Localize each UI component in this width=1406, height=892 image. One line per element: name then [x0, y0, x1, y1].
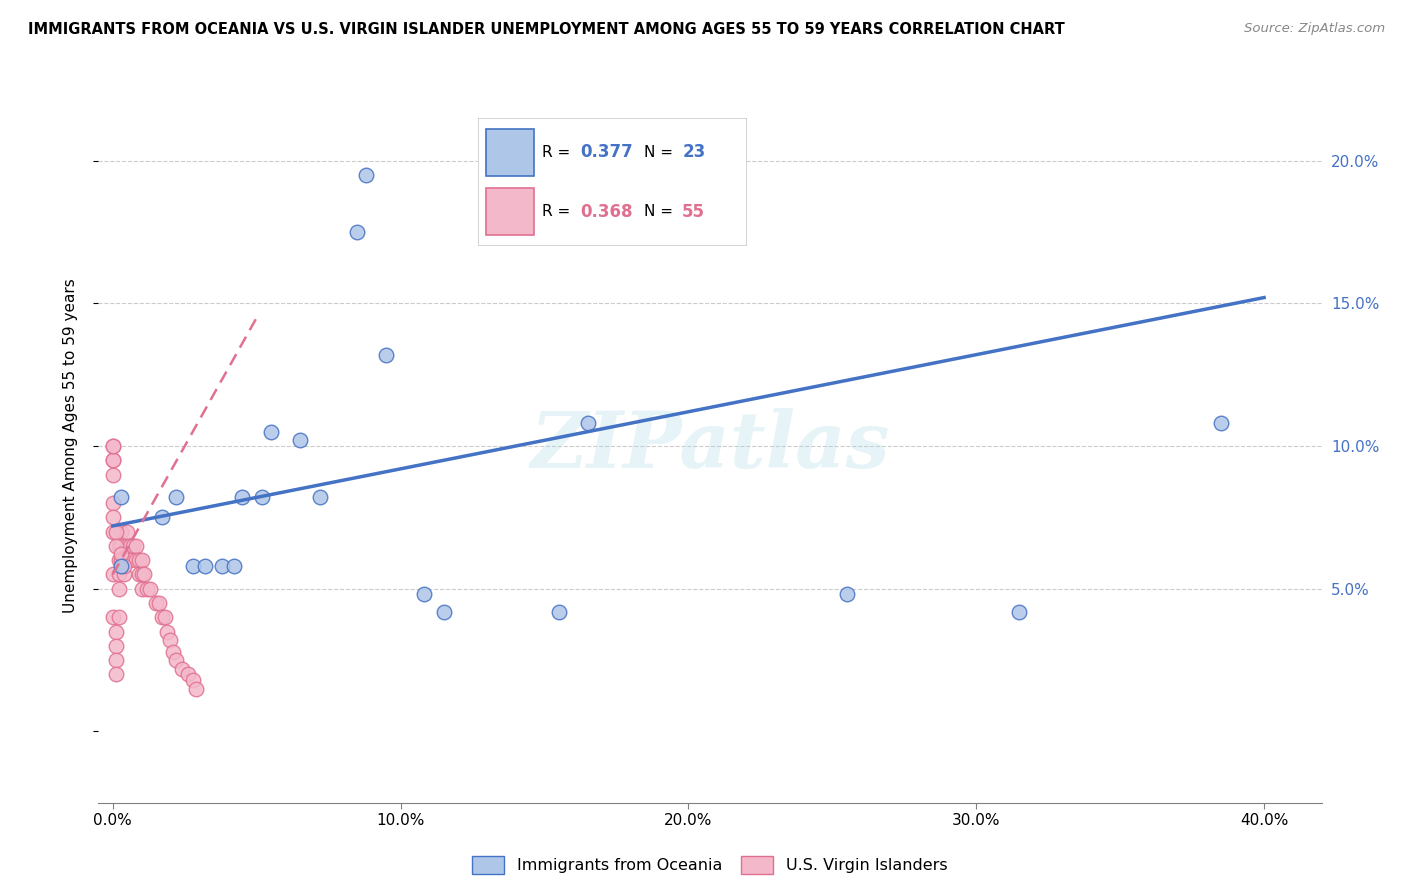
Point — [156, 624, 179, 639]
Point — [128, 567, 150, 582]
Point — [110, 548, 132, 562]
Point — [159, 633, 181, 648]
Point — [176, 667, 198, 681]
Point — [252, 491, 274, 505]
Point — [107, 567, 129, 582]
Point — [548, 605, 571, 619]
Point — [112, 553, 135, 567]
Text: IMMIGRANTS FROM OCEANIA VS U.S. VIRGIN ISLANDER UNEMPLOYMENT AMONG AGES 55 TO 59: IMMIGRANTS FROM OCEANIA VS U.S. VIRGIN I… — [28, 22, 1064, 37]
Point — [101, 524, 124, 539]
Point — [309, 491, 332, 505]
Point — [375, 348, 398, 362]
Text: ZIPatlas: ZIPatlas — [530, 408, 890, 484]
Point — [165, 653, 187, 667]
Point — [110, 524, 132, 539]
Point — [170, 662, 193, 676]
Point — [131, 553, 153, 567]
Point — [222, 558, 245, 573]
Point — [101, 439, 124, 453]
Point — [101, 467, 124, 482]
Point — [148, 596, 170, 610]
Point — [107, 539, 129, 553]
Point — [346, 225, 368, 239]
Point — [104, 653, 127, 667]
Point — [433, 605, 456, 619]
Point — [115, 524, 138, 539]
Point — [101, 510, 124, 524]
Point — [101, 453, 124, 467]
Point — [115, 539, 138, 553]
Point — [231, 491, 253, 505]
Point — [139, 582, 162, 596]
Point — [122, 539, 145, 553]
Point — [107, 610, 129, 624]
Point — [104, 639, 127, 653]
Point — [150, 510, 173, 524]
Point — [134, 567, 156, 582]
Point — [131, 582, 153, 596]
Point — [136, 582, 159, 596]
Point — [354, 168, 377, 182]
Point — [183, 558, 205, 573]
Point — [110, 491, 132, 505]
Point — [153, 610, 176, 624]
Text: Source: ZipAtlas.com: Source: ZipAtlas.com — [1244, 22, 1385, 36]
Point — [101, 496, 124, 510]
Point — [107, 582, 129, 596]
Point — [104, 667, 127, 681]
Point — [288, 434, 311, 448]
Point — [835, 587, 858, 601]
Point — [576, 416, 599, 430]
Point — [101, 453, 124, 467]
Point — [104, 624, 127, 639]
Point — [260, 425, 283, 439]
Point — [162, 644, 184, 658]
Point — [110, 539, 132, 553]
Point — [165, 491, 187, 505]
Point — [412, 587, 434, 601]
Y-axis label: Unemployment Among Ages 55 to 59 years: Unemployment Among Ages 55 to 59 years — [63, 278, 77, 614]
Point — [110, 553, 132, 567]
Point — [1008, 605, 1031, 619]
Point — [101, 439, 124, 453]
Point — [120, 539, 142, 553]
Point — [101, 567, 124, 582]
Point — [112, 558, 135, 573]
Point — [150, 610, 173, 624]
Point — [131, 567, 153, 582]
Point — [120, 553, 142, 567]
Point — [110, 558, 132, 573]
Point — [211, 558, 233, 573]
Point — [101, 610, 124, 624]
Point — [183, 673, 205, 687]
Point — [107, 553, 129, 567]
Point — [186, 681, 208, 696]
Point — [125, 553, 148, 567]
Point — [104, 539, 127, 553]
Point — [1209, 416, 1232, 430]
Point — [104, 524, 127, 539]
Point — [125, 539, 148, 553]
Point — [112, 567, 135, 582]
Legend: Immigrants from Oceania, U.S. Virgin Islanders: Immigrants from Oceania, U.S. Virgin Isl… — [465, 849, 955, 880]
Point — [145, 596, 167, 610]
Point — [194, 558, 217, 573]
Point — [128, 553, 150, 567]
